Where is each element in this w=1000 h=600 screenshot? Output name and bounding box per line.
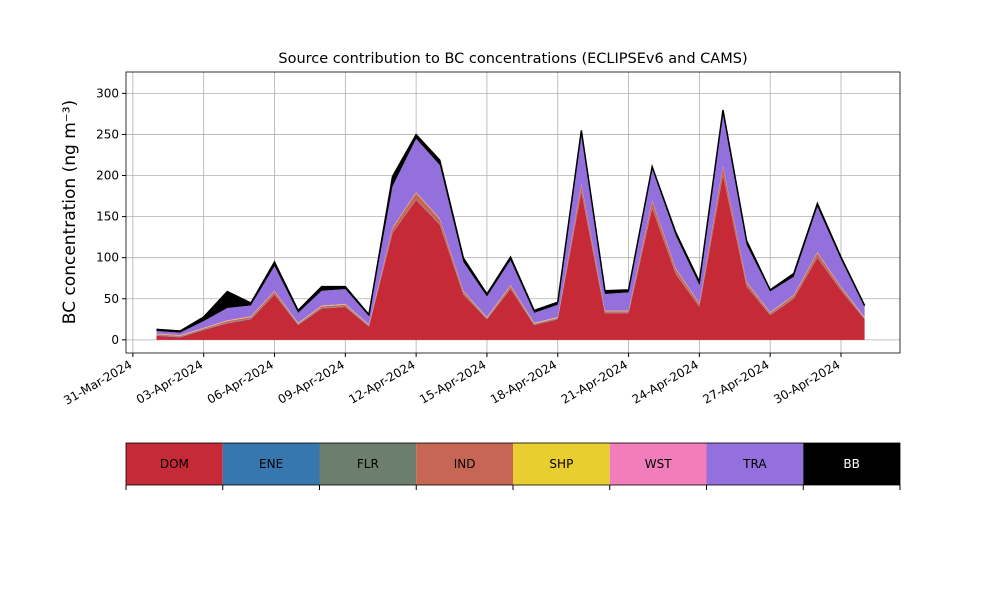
y-tick-label: 250 bbox=[96, 127, 119, 141]
y-tick-label: 150 bbox=[96, 210, 119, 224]
chart-title: Source contribution to BC concentrations… bbox=[278, 51, 747, 67]
y-tick-label: 0 bbox=[111, 333, 119, 347]
y-tick-label: 200 bbox=[96, 169, 119, 183]
legend-label: SHP bbox=[549, 457, 573, 471]
x-tick-label: 18-Apr-2024 bbox=[488, 357, 559, 406]
legend-label: DOM bbox=[160, 457, 189, 471]
total-line bbox=[156, 109, 866, 332]
x-tick-label: 27-Apr-2024 bbox=[700, 357, 771, 406]
legend-label: TRA bbox=[742, 457, 767, 471]
legend-swatch bbox=[513, 443, 610, 485]
legend-label: ENE bbox=[259, 457, 283, 471]
area bbox=[156, 114, 865, 336]
legend-swatch bbox=[319, 443, 417, 485]
legend-swatch bbox=[803, 443, 900, 485]
legend-swatch bbox=[222, 443, 320, 485]
x-tick-label: 12-Apr-2024 bbox=[346, 357, 417, 406]
y-tick-label: 300 bbox=[96, 86, 119, 100]
y-axis-label: BC concentration (ng m⁻³) bbox=[60, 100, 80, 324]
x-tick-label: 06-Apr-2024 bbox=[205, 357, 276, 406]
y-tick-label: 50 bbox=[104, 292, 119, 306]
area bbox=[156, 175, 865, 340]
x-tick-label: 21-Apr-2024 bbox=[559, 357, 630, 406]
legend-swatch bbox=[416, 443, 513, 485]
plot-frame bbox=[125, 71, 901, 354]
x-tick-label: 24-Apr-2024 bbox=[630, 357, 701, 406]
x-tick-label: 03-Apr-2024 bbox=[134, 357, 205, 406]
x-tick-label: 31-Mar-2024 bbox=[61, 357, 134, 407]
legend-label: WST bbox=[645, 457, 672, 471]
legend-swatch bbox=[609, 443, 707, 485]
y-tick-label: 100 bbox=[96, 251, 119, 265]
x-tick-label: 30-Apr-2024 bbox=[771, 357, 842, 406]
legend-label: BB bbox=[843, 457, 859, 471]
legend-swatch bbox=[706, 443, 804, 485]
x-tick-label: 15-Apr-2024 bbox=[417, 357, 488, 406]
legend-frame bbox=[125, 442, 901, 486]
legend-swatch bbox=[126, 443, 223, 485]
legend-label: FLR bbox=[357, 457, 379, 471]
x-tick-label: 09-Apr-2024 bbox=[276, 357, 347, 406]
legend-label: IND bbox=[454, 457, 476, 471]
